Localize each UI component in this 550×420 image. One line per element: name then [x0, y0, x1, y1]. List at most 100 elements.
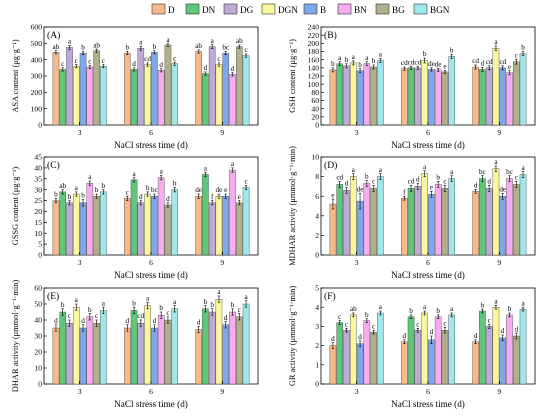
- legend-label-dgn: DGN: [278, 5, 298, 15]
- significance-letter: c: [488, 317, 491, 325]
- bar-dg: [66, 323, 73, 385]
- bar-dg: [414, 330, 422, 385]
- significance-letter: b: [345, 56, 349, 64]
- significance-letter: c: [126, 188, 129, 196]
- significance-letter: cd: [414, 58, 421, 66]
- significance-letter: bc: [151, 186, 158, 194]
- significance-letter: e: [224, 186, 227, 194]
- bar-dn: [336, 63, 344, 126]
- significance-letter: d: [54, 317, 58, 325]
- significance-letter: a: [494, 297, 498, 305]
- legend-label-dn: DN: [202, 5, 216, 15]
- bar-dn: [407, 316, 415, 385]
- y-tick-label: 500: [31, 39, 43, 48]
- significance-letter: b: [358, 61, 362, 69]
- significance-letter: a: [160, 168, 164, 176]
- bar-bgn: [448, 314, 456, 385]
- bar-bg: [441, 188, 449, 256]
- significance-letter: c: [166, 309, 169, 317]
- bar-d: [195, 195, 202, 256]
- significance-letter: a: [494, 38, 498, 46]
- significance-letter: a: [166, 36, 170, 44]
- significance-letter: b: [102, 182, 106, 190]
- significance-letter: a: [217, 288, 221, 296]
- significance-letter: c: [102, 57, 105, 65]
- bar-bn: [506, 178, 513, 256]
- bar-bg: [93, 50, 100, 126]
- bar-d: [123, 198, 131, 256]
- bar-bg: [164, 204, 172, 256]
- bar-bn: [363, 183, 371, 256]
- x-tick-label: 3: [78, 387, 82, 396]
- x-axis-label: NaCl stress time (d): [114, 399, 188, 409]
- bar-dg: [137, 48, 145, 126]
- bar-bg: [235, 46, 243, 126]
- bar-d: [472, 66, 479, 126]
- bar-bgn: [519, 174, 527, 256]
- bar-bg: [370, 188, 377, 256]
- significance-letter: de: [216, 186, 223, 194]
- y-tick-label: 240: [308, 23, 320, 32]
- significance-letter: b: [95, 186, 99, 194]
- y-axis-label: DHAR activity (μmmol·g⁻¹·min): [11, 280, 20, 393]
- bar-b: [428, 194, 435, 256]
- significance-letter: b: [153, 43, 157, 51]
- panel-label: (C): [47, 160, 60, 171]
- bar-b: [79, 202, 87, 256]
- significance-letter: d: [481, 60, 485, 68]
- significance-letter: b: [365, 311, 369, 319]
- bar-bgn: [100, 65, 107, 126]
- significance-letter: b: [132, 299, 136, 307]
- y-tick-label: 35: [34, 174, 42, 183]
- significance-letter: b: [146, 184, 150, 192]
- bar-bgn: [242, 187, 250, 256]
- significance-letter: d: [474, 332, 478, 340]
- significance-letter: d: [139, 193, 143, 201]
- bar-bg: [512, 335, 520, 385]
- significance-letter: d: [204, 64, 208, 72]
- bar-dn: [336, 184, 344, 256]
- significance-letter: d: [224, 314, 228, 322]
- panel-label: (E): [47, 291, 59, 302]
- y-tick-label: 140: [308, 63, 320, 72]
- bar-bn: [229, 169, 236, 256]
- significance-letter: d: [166, 195, 170, 203]
- bar-dn: [407, 67, 415, 126]
- y-tick-label: 4: [315, 211, 319, 220]
- significance-letter: f: [403, 188, 406, 196]
- bar-bgn: [171, 63, 179, 126]
- legend-swatch-dg: [223, 3, 238, 15]
- significance-letter: a: [75, 184, 79, 192]
- significance-letter: b: [365, 173, 369, 181]
- x-axis-label: NaCl stress time (d): [114, 140, 188, 150]
- significance-letter: a: [450, 168, 454, 176]
- y-axis-label: GSSG content (μg·g⁻¹): [11, 167, 20, 246]
- bar-bn: [157, 315, 165, 385]
- significance-letter: b: [481, 301, 485, 309]
- significance-letter: b: [521, 44, 525, 52]
- significance-letter: b: [210, 301, 214, 309]
- significance-letter: a: [68, 38, 72, 46]
- bar-dg: [137, 323, 145, 385]
- bar-dg: [485, 326, 493, 385]
- bar-d: [329, 203, 337, 256]
- significance-letter: a: [494, 158, 498, 166]
- bar-bg: [512, 61, 520, 126]
- bar-b: [428, 69, 435, 126]
- bar-b: [356, 343, 364, 385]
- significance-letter: a: [352, 53, 356, 61]
- bar-dgn: [421, 312, 428, 385]
- y-tick-label: 6: [315, 192, 319, 201]
- significance-letter: c: [338, 313, 341, 321]
- significance-letter: a: [379, 303, 383, 311]
- bar-dn: [407, 188, 415, 256]
- bar-bgn: [100, 191, 107, 256]
- significance-letter: c: [88, 58, 91, 66]
- bar-dn: [479, 310, 486, 385]
- significance-letter: a: [75, 296, 79, 304]
- bar-dgn: [144, 64, 151, 126]
- bar-bn: [86, 316, 94, 385]
- bar-bg: [512, 184, 520, 256]
- y-tick-label: 0: [315, 380, 319, 389]
